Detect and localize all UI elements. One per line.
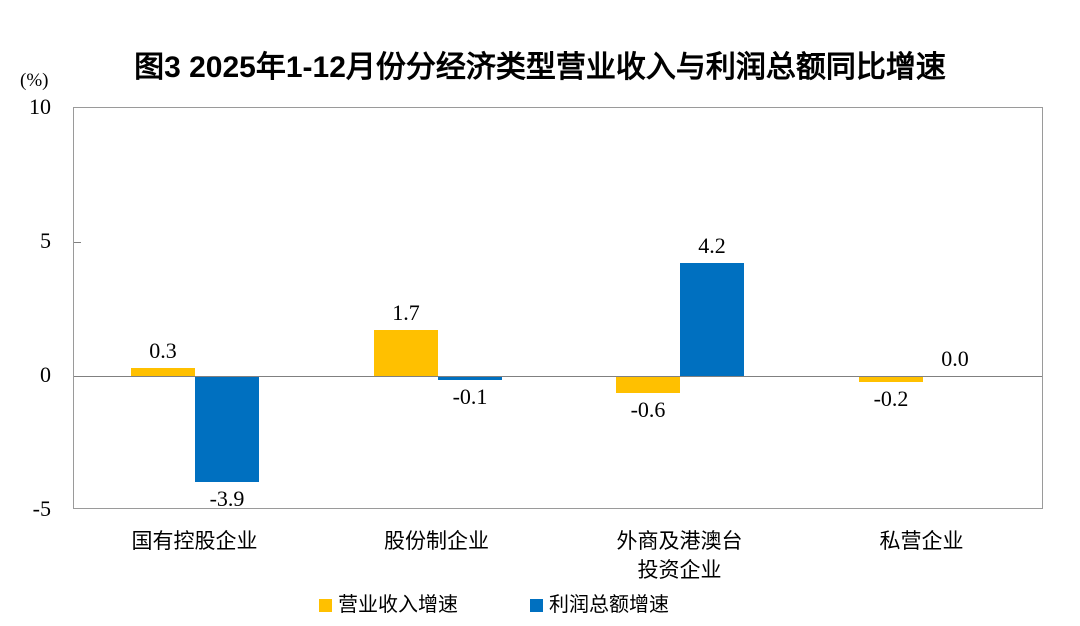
y-tick-mark — [74, 242, 81, 243]
y-tick-label: 5 — [40, 228, 51, 253]
bar-value-label: -0.2 — [873, 386, 909, 411]
bar-value-label: 0.0 — [941, 346, 969, 371]
legend-swatch — [530, 598, 543, 612]
y-tick-label: 0 — [40, 362, 51, 387]
bar — [438, 377, 502, 380]
y-tick-label: 10 — [29, 94, 51, 119]
bar — [859, 377, 923, 382]
chart-title: 图3 2025年1-12月份分经济类型营业收入与利润总额同比增速 — [134, 51, 946, 84]
x-category-label: 私营企业 — [879, 529, 964, 553]
legend-swatch — [319, 598, 332, 612]
bar-value-label: -0.1 — [452, 384, 488, 409]
legend-series-label: 营业收入增速 — [338, 594, 458, 616]
legend-item: 营业收入增速 — [319, 594, 458, 616]
bar — [195, 377, 259, 482]
bar-value-label: -0.6 — [630, 397, 666, 422]
legend-series-label: 利润总额增速 — [549, 594, 669, 616]
zero-axis-line — [74, 376, 1042, 377]
y-axis-unit-label: (%) — [20, 70, 49, 91]
bar — [680, 263, 744, 376]
y-tick-label: -5 — [32, 496, 51, 521]
legend: 营业收入增速 利润总额增速 — [0, 594, 988, 616]
bar — [374, 330, 438, 376]
y-axis: 10 5 0 -5 — [0, 94, 51, 521]
bar — [616, 377, 680, 393]
x-category-label: 股份制企业 — [384, 529, 489, 553]
bar-value-label: 4.2 — [698, 233, 726, 258]
plot-area: 0.3 -3.9 1.7 -0.1 -0.6 4.2 -0.2 0.0 — [73, 107, 1043, 511]
bar-value-label: 0.3 — [149, 338, 177, 363]
x-category-label: 外商及港澳台 投资企业 — [616, 529, 743, 582]
bar-value-label: -3.9 — [209, 486, 245, 511]
legend-item: 利润总额增速 — [530, 594, 669, 616]
x-category-label: 国有控股企业 — [131, 529, 258, 553]
bar — [131, 368, 195, 376]
bar-value-label: 1.7 — [392, 300, 420, 325]
